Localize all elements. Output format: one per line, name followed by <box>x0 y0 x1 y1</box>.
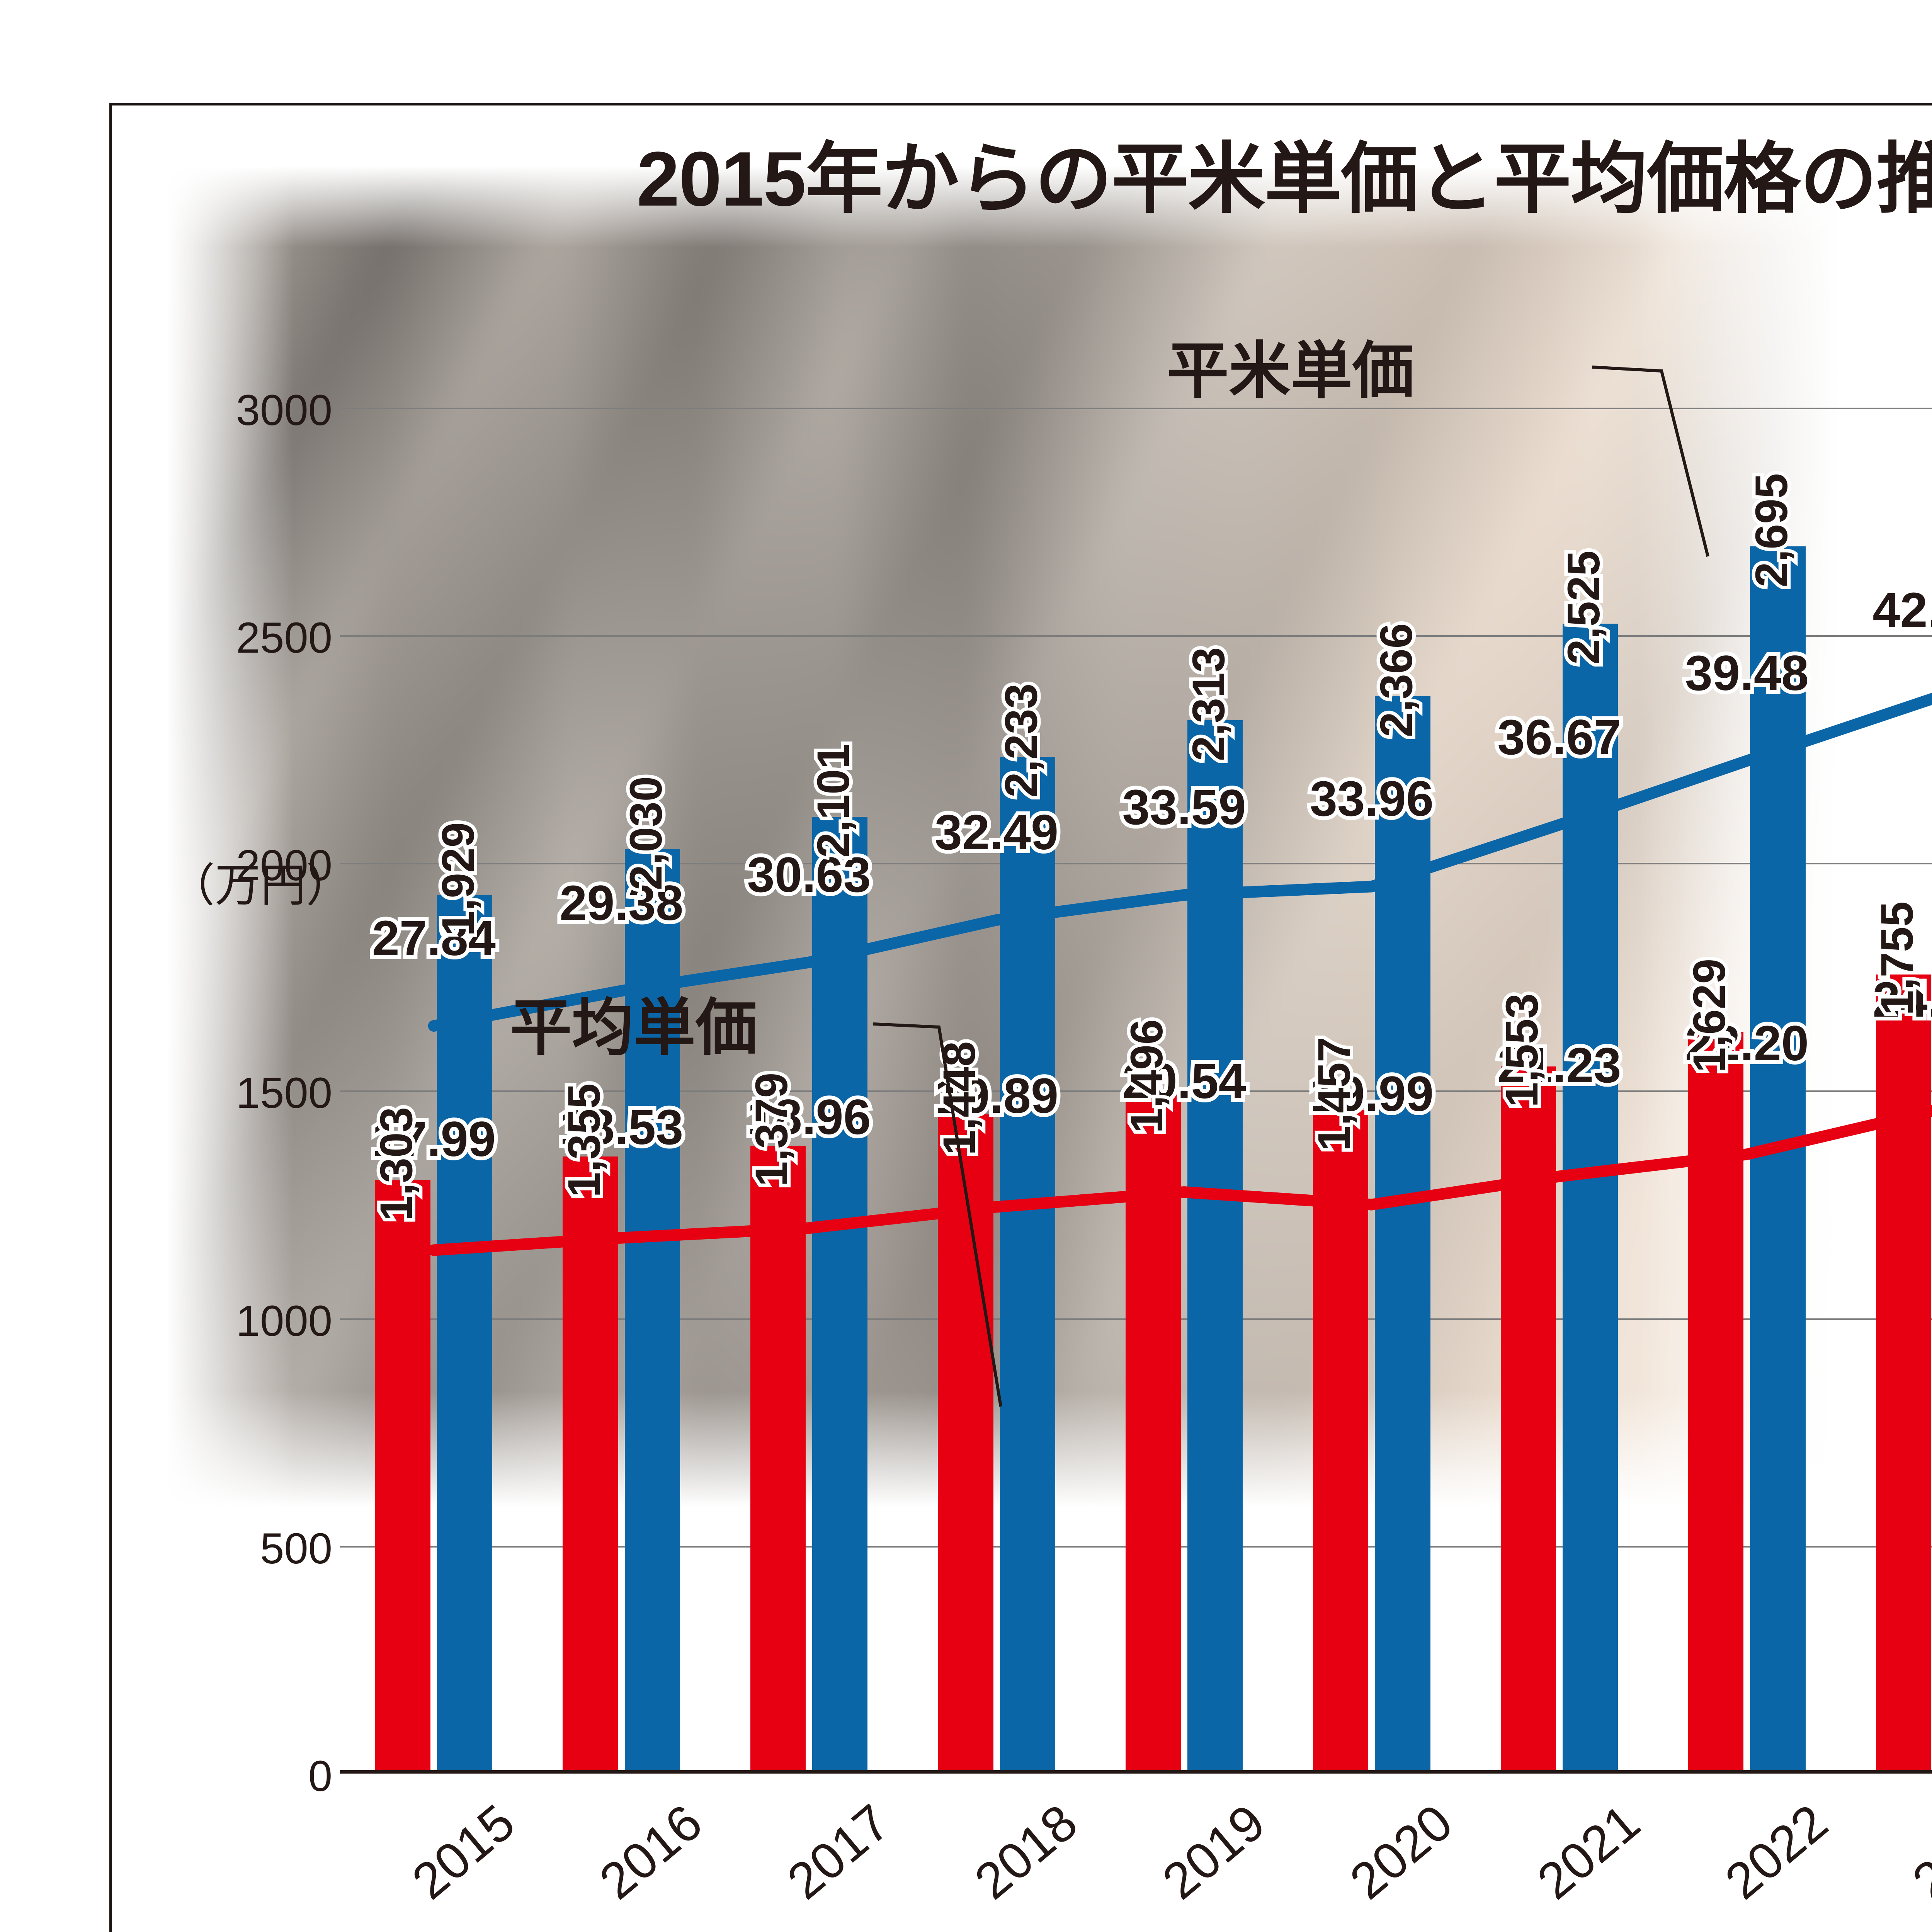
line-data-label: 24.13 <box>1869 968 1932 1031</box>
bar-data-label: 1,496 <box>1118 1016 1176 1137</box>
gridline <box>340 407 1932 409</box>
bar <box>624 849 680 1774</box>
bar-data-label: 2,525 <box>1555 547 1613 668</box>
line-data-label: 18.53 <box>556 1096 687 1159</box>
bar-data-label: 1,448 <box>930 1037 988 1158</box>
line-data-label: 22.20 <box>1681 1012 1813 1075</box>
gridline <box>340 1090 1932 1092</box>
bar <box>1125 1092 1181 1774</box>
bar-data-label: 2,101 <box>804 740 862 861</box>
left-axis-tick-label: 2500 <box>236 613 332 662</box>
bar <box>1000 757 1055 1774</box>
line-series <box>428 1105 1932 1256</box>
bar-data-label: 2,313 <box>1180 644 1238 765</box>
page-title: 2015年からの平米単価と平均価格の推移 <box>636 136 1932 222</box>
bar-data-label: 1,929 <box>429 818 487 939</box>
bar-data-label: 1,755 <box>1868 898 1926 1019</box>
line-data-label: 39.48 <box>1681 642 1813 705</box>
left-axis-tick-label: 500 <box>260 1524 332 1573</box>
line-data-label: 21.23 <box>1493 1034 1625 1097</box>
left-axis-tick-label: 3000 <box>236 386 332 434</box>
line-data-label: 33.96 <box>1306 767 1437 830</box>
line-data-label: 33.59 <box>1118 776 1250 839</box>
bar <box>750 1145 806 1774</box>
bar-data-label: 1,457 <box>1305 1034 1363 1155</box>
bar <box>563 1156 618 1774</box>
bar-data-label: 2,366 <box>1367 619 1425 740</box>
x-axis-line <box>340 1770 1932 1774</box>
line-data-label: 17.99 <box>368 1108 500 1171</box>
bar-data-label: 1,553 <box>1493 990 1551 1111</box>
annotation-bar-series: 平均単価 <box>510 993 758 1062</box>
left-axis-tick-label: 2000 <box>236 841 332 890</box>
line-data-label: 20.54 <box>1118 1050 1250 1113</box>
line-data-label: 27.84 <box>368 907 500 970</box>
line-series-group <box>428 692 1932 1256</box>
line-data-label: 18.96 <box>743 1086 874 1149</box>
left-axis-tick-label: 1500 <box>236 1069 332 1117</box>
line-data-label: 19.99 <box>1306 1063 1437 1126</box>
bar-data-label: 2,233 <box>992 680 1050 801</box>
bar-data-label: 1,355 <box>555 1080 613 1201</box>
line-data-label: 42.24 <box>1869 579 1932 642</box>
line-series <box>428 692 1932 1032</box>
left-axis-tick-label: 1000 <box>236 1296 332 1345</box>
bar <box>1313 1110 1369 1774</box>
line-data-label: 36.67 <box>1493 706 1625 769</box>
bar <box>812 817 868 1774</box>
gridline <box>340 635 1932 637</box>
bar-data-label: 2,030 <box>617 772 675 893</box>
left-axis-tick-label: 0 <box>308 1752 332 1800</box>
line-data-label: 29.38 <box>556 872 687 935</box>
bar <box>375 1180 431 1774</box>
left-axis-unit-label: （万円） <box>169 860 352 911</box>
bar-data-label: 1,303 <box>367 1104 425 1225</box>
annotation-line-series: 平米単価 <box>1167 336 1415 405</box>
bar-data-label: 1,379 <box>743 1069 801 1190</box>
bar-data-label: 2,695 <box>1743 470 1801 591</box>
gridline <box>340 863 1932 865</box>
line-data-label: 32.49 <box>931 801 1062 864</box>
bar <box>437 895 493 1774</box>
line-data-label: 30.63 <box>743 844 874 906</box>
bar-data-label: 1,629 <box>1680 955 1738 1076</box>
